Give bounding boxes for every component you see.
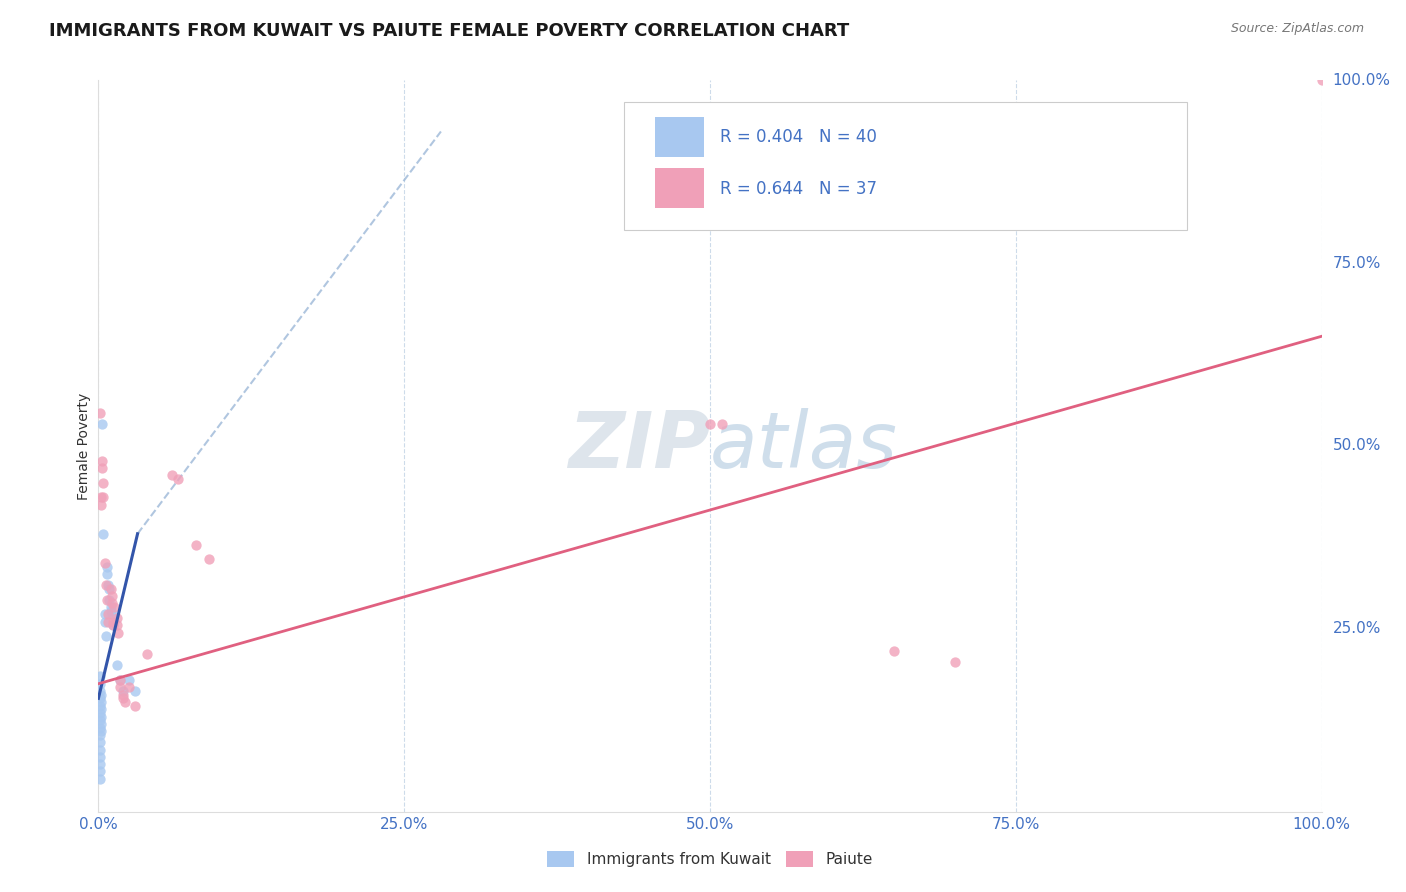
Point [114,695,136,709]
Point [96,592,118,607]
Point [101,618,124,632]
Point [111,684,134,698]
Point [110,681,132,695]
Point [101,615,124,629]
Point [136,648,159,662]
Point [105,618,128,632]
Point [94,578,117,592]
Point [711,417,734,431]
Point [89,406,111,420]
Point [101,607,124,622]
Point [124,684,146,698]
FancyBboxPatch shape [624,103,1187,230]
Point [90,702,112,716]
Point [90,688,112,702]
Point [89,698,111,713]
Point [101,618,124,632]
Y-axis label: Female Poverty: Female Poverty [77,392,91,500]
Bar [655,117,704,157]
Point [89,691,111,706]
Point [89,721,111,735]
Point [91,526,114,541]
Point [103,599,125,614]
Point [90,717,112,731]
Point [91,475,114,490]
Point [96,567,118,582]
Point [89,669,111,683]
Text: IMMIGRANTS FROM KUWAIT VS PAIUTE FEMALE POVERTY CORRELATION CHART: IMMIGRANTS FROM KUWAIT VS PAIUTE FEMALE … [49,22,849,40]
Point [118,673,141,687]
Point [89,749,111,764]
Text: 75.0%: 75.0% [1333,256,1381,270]
Point [100,582,122,596]
Point [96,559,118,574]
Point [118,681,141,695]
Point [90,695,112,709]
Point [197,552,219,566]
Point [91,490,114,504]
Text: 25.0%: 25.0% [1333,622,1381,636]
Text: ZIP: ZIP [568,408,710,484]
Point [110,673,132,687]
Point [111,691,134,706]
Point [94,629,117,643]
Point [93,556,115,570]
Point [97,578,120,592]
Point [91,461,114,475]
Point [98,582,121,596]
Point [110,673,132,687]
Point [90,709,112,723]
Point [101,596,124,610]
Point [90,490,112,504]
Point [100,603,122,617]
Text: atlas: atlas [710,408,898,484]
Point [91,453,114,467]
Text: R = 0.404   N = 40: R = 0.404 N = 40 [720,128,877,146]
Point [160,468,183,483]
Point [105,658,128,673]
Text: Source: ZipAtlas.com: Source: ZipAtlas.com [1230,22,1364,36]
Text: 50.0%: 50.0% [1333,439,1381,453]
Point [89,742,111,756]
Point [111,688,134,702]
Point [89,772,111,786]
Text: 100.0%: 100.0% [1333,73,1391,87]
Point [89,757,111,772]
Point [89,764,111,779]
Legend: Immigrants from Kuwait, Paiute: Immigrants from Kuwait, Paiute [541,846,879,873]
Point [883,644,905,658]
Point [101,589,124,603]
Point [167,472,190,486]
Point [1310,73,1333,87]
Point [91,417,114,431]
Point [89,714,111,728]
Point [124,698,146,713]
Point [93,607,115,622]
Text: R = 0.644   N = 37: R = 0.644 N = 37 [720,179,877,197]
Point [105,611,128,625]
Point [186,538,208,552]
Point [943,655,966,669]
Point [699,417,721,431]
Point [107,625,129,640]
Point [89,735,111,749]
Point [89,684,111,698]
Point [89,706,111,720]
Point [90,498,112,512]
Point [100,599,122,614]
Point [97,607,120,622]
Point [93,615,115,629]
Point [89,728,111,742]
Point [90,724,112,739]
Point [89,676,111,690]
Point [98,592,121,607]
Bar [655,168,704,209]
Point [97,615,120,629]
